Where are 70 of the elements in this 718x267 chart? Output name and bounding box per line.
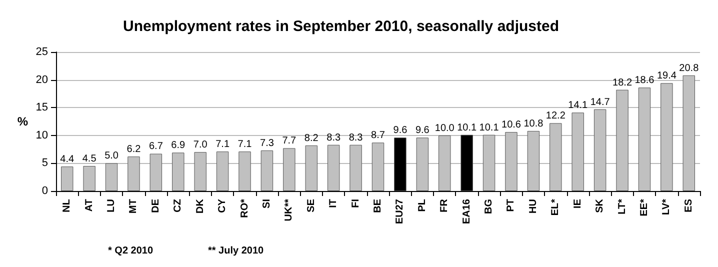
- x-tick-label: CY: [217, 198, 228, 213]
- text: * Q2 2010: [108, 246, 154, 256]
- data-label: 8.3: [348, 132, 364, 144]
- chart-title: Unemployment rates in September 2010, seasonally adjusted: [123, 18, 559, 35]
- y-tick-label: 20: [36, 74, 48, 86]
- data-label: 8.2: [304, 132, 319, 144]
- y-axis-title: %: [17, 114, 28, 128]
- y-tick-label: 10: [36, 129, 48, 142]
- x-tick-label: LV*: [661, 198, 672, 215]
- data-label: 14.7: [590, 96, 610, 108]
- y-tick-label: 5: [42, 157, 48, 170]
- x-tick-label: UK**: [284, 198, 295, 222]
- x-tick-label: PT: [506, 199, 517, 212]
- x-tick-label: SK: [594, 198, 606, 213]
- data-label: 4.4: [60, 154, 74, 166]
- data-label: 10.1: [457, 122, 477, 134]
- x-tick-label: NL: [62, 199, 73, 212]
- data-label: 10.8: [524, 118, 544, 130]
- data-label: 7.3: [260, 138, 274, 149]
- data-label: 14.1: [568, 100, 588, 112]
- bar: [83, 166, 96, 191]
- x-tick-label: IE: [572, 198, 584, 208]
- data-label: 18.2: [612, 77, 632, 88]
- bar: [60, 166, 74, 191]
- x-tick-label: EU27: [394, 198, 406, 224]
- data-label: 12.2: [546, 110, 566, 122]
- x-tick-label: AT: [84, 199, 95, 212]
- x-tick-label: SI: [261, 198, 272, 208]
- data-label: 8.7: [371, 130, 386, 142]
- x-tick-label: SE: [306, 198, 317, 212]
- data-label: 10.6: [502, 120, 522, 131]
- data-label: 6.9: [171, 140, 186, 152]
- x-tick-label: EE*: [638, 198, 650, 216]
- data-label: 10.0: [434, 122, 455, 134]
- x-tick-label: MT: [128, 199, 140, 214]
- x-tick-label: DK: [194, 198, 206, 214]
- data-label: 6.7: [148, 141, 164, 152]
- x-tick-label: HU: [528, 199, 539, 214]
- data-label: 7.1: [216, 139, 230, 150]
- data-label: 10.1: [479, 122, 500, 134]
- data-label: 7.7: [282, 136, 297, 147]
- x-tick-label: CZ: [172, 199, 184, 212]
- data-label: 7.0: [193, 140, 208, 151]
- data-label: 19.4: [656, 70, 677, 82]
- data-label: 4.5: [82, 153, 97, 164]
- x-tick-label: EA16: [461, 198, 472, 224]
- x-tick-label: RO*: [239, 198, 250, 218]
- x-tick-label: FI: [350, 198, 362, 208]
- x-tick-label: BE: [372, 198, 384, 213]
- y-tick-label: 15: [36, 102, 48, 114]
- data-label: 9.6: [393, 125, 408, 136]
- x-tick-label: ES: [683, 198, 694, 212]
- x-tick-label: IT: [328, 199, 340, 208]
- data-label: 8.3: [326, 132, 341, 144]
- text: ** July 2010: [208, 246, 264, 256]
- x-tick-label: LT*: [616, 198, 628, 214]
- y-tick-label: 25: [36, 46, 48, 58]
- x-tick-label: EL*: [550, 198, 562, 216]
- data-label: 6.2: [126, 144, 142, 156]
- x-tick-label: LU: [106, 199, 118, 212]
- x-tick-label: PL: [416, 199, 428, 212]
- data-label: 20.8: [679, 62, 700, 74]
- x-tick-label: FR: [439, 198, 450, 212]
- y-tick-label: 0: [42, 185, 48, 197]
- x-tick-label: BG: [484, 198, 495, 214]
- data-label: 18.6: [634, 75, 655, 86]
- x-tick-label: DE: [150, 198, 162, 213]
- data-label: 9.6: [415, 125, 430, 136]
- data-label: 5.0: [104, 150, 119, 162]
- data-label: 7.1: [238, 139, 252, 150]
